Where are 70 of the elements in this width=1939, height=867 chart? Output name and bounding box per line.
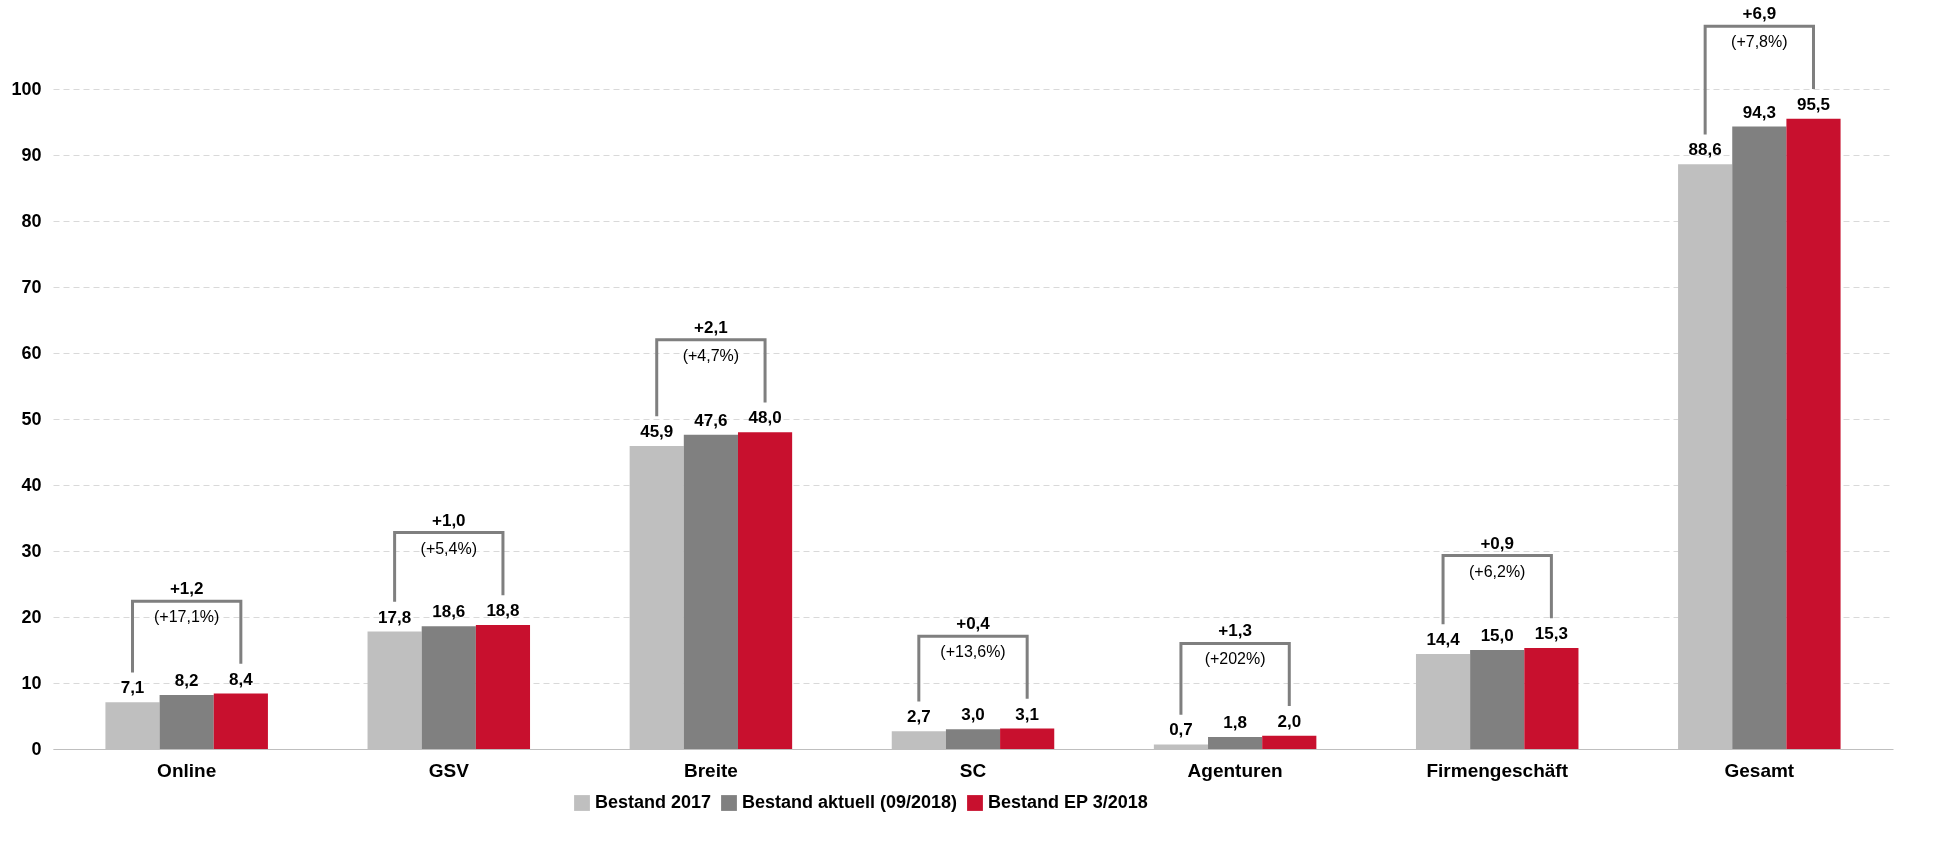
data-label: 14,4: [1426, 629, 1461, 649]
data-label: 88,6: [1688, 140, 1722, 160]
annotation: +0,4: [956, 614, 991, 634]
x-tick-label: Breite: [683, 759, 738, 781]
annotation: (+13,6%): [940, 643, 1006, 661]
y-tick-label: 60: [21, 342, 42, 363]
y-tick-label: 70: [21, 276, 42, 297]
y-tick-label: 0: [31, 738, 42, 759]
text: (+7,8%): [1731, 33, 1788, 51]
bar: [159, 694, 214, 749]
annotation: +2,1: [694, 317, 728, 337]
x-tick-label: Firmengeschäft: [1426, 759, 1569, 781]
annotation: +1,0: [432, 510, 466, 530]
annotation: +0,9: [1480, 533, 1514, 553]
x-tick-label: GSV: [428, 759, 470, 781]
y-tick-label: 80: [21, 210, 42, 231]
data-label: 15,0: [1480, 626, 1514, 645]
bar: [1000, 728, 1055, 749]
data-label: 48,0: [748, 408, 782, 428]
bar: [1524, 648, 1579, 749]
data-label: 2,0: [1277, 711, 1302, 731]
annotation: +1,2: [169, 579, 204, 599]
data-label: 18,8: [486, 600, 520, 620]
y-tick-label: 40: [21, 474, 42, 495]
annotation: (+6,2%): [1468, 562, 1526, 580]
bar: [1470, 650, 1525, 749]
annotation: (+202%): [1204, 650, 1266, 668]
annotation: (+4,7%): [682, 346, 740, 364]
data-label: 1,8: [1223, 713, 1247, 733]
y-tick-label: 30: [21, 540, 42, 561]
bar: [421, 626, 476, 749]
y-tick-label: 10: [21, 672, 42, 693]
x-tick-label: SC: [959, 759, 987, 781]
bar: [737, 432, 793, 749]
data-label: 95,5: [1796, 94, 1831, 114]
data-label: 2,7: [907, 707, 931, 727]
data-label: 8,4: [229, 669, 254, 689]
y-tick-label: 90: [21, 144, 42, 165]
data-label: 18,6: [432, 602, 466, 622]
data-label: 47,6: [694, 410, 728, 430]
legend-label: Bestand aktuell (09/2018): [742, 792, 958, 812]
bar: [683, 434, 738, 749]
y-tick-label: 20: [21, 606, 42, 627]
bar: [1208, 737, 1263, 749]
data-label: 45,9: [640, 422, 674, 442]
bar: [1732, 126, 1787, 749]
x-tick-label: Gesamt: [1724, 759, 1795, 781]
data-label: 8,2: [174, 670, 199, 690]
data-label: 7,1: [120, 678, 145, 698]
bar: [213, 693, 268, 749]
data-label: 0,7: [1169, 720, 1193, 740]
annotation: (+17,1%): [153, 608, 220, 626]
annotation: (+5,4%): [420, 539, 478, 557]
bar: [1262, 735, 1317, 749]
data-label: 94,3: [1742, 102, 1776, 122]
x-tick-label: Online: [157, 759, 217, 781]
data-label: 3,1: [1015, 704, 1039, 724]
data-label: 17,8: [378, 607, 412, 627]
x-tick-label: Agenturen: [1187, 759, 1283, 781]
annotation: +1,3: [1218, 621, 1252, 641]
bar: [945, 729, 1001, 749]
data-label: 15,3: [1534, 624, 1568, 644]
y-tick-label: 50: [21, 408, 42, 429]
text: +6,9: [1742, 4, 1777, 24]
y-tick-label: 100: [11, 78, 42, 99]
legend-label: Bestand 2017: [595, 792, 712, 812]
legend-label: Bestand EP 3/2018: [988, 792, 1148, 812]
bar: [475, 624, 531, 749]
data-label: 3,0: [961, 705, 985, 725]
bar: [1786, 118, 1841, 749]
